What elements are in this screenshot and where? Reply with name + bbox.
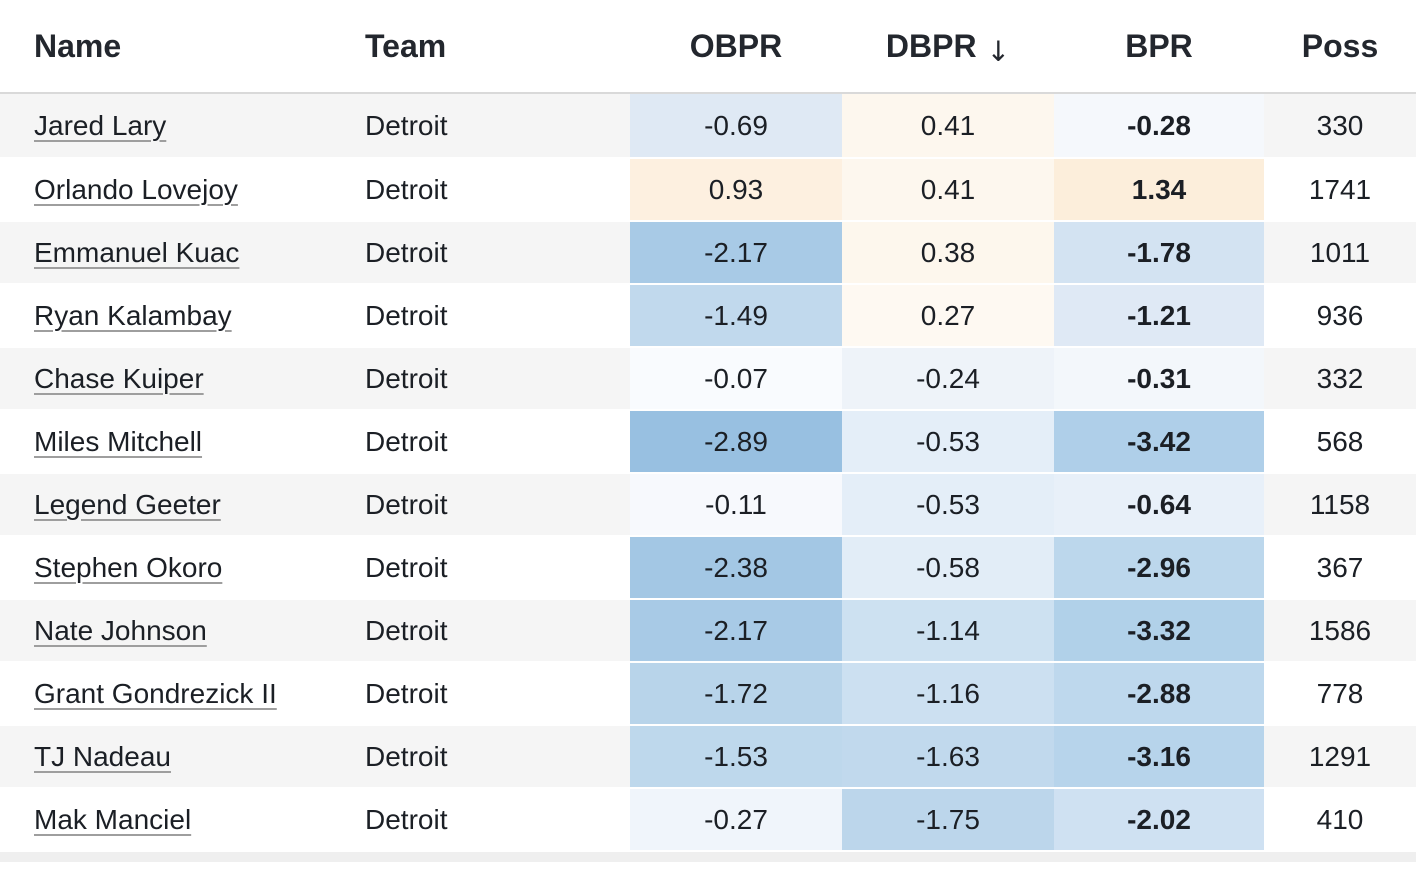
bpr-cell: -3.16 (1054, 724, 1264, 787)
obpr-cell: -0.69 (630, 94, 842, 157)
player-link[interactable]: Ryan Kalambay (34, 299, 232, 331)
bpr-cell: -0.31 (1054, 346, 1264, 409)
bpr-cell: -1.78 (1054, 220, 1264, 283)
poss-cell: 1291 (1264, 724, 1416, 787)
table-header: Name Team OBPR DBPR ↓ BPR Poss (0, 0, 1416, 94)
table-row: Chase Kuiper Detroit -0.07 -0.24 -0.31 3… (0, 346, 1416, 409)
poss-cell: 330 (1316, 109, 1364, 141)
bpr-cell: -2.02 (1054, 787, 1264, 850)
column-header-poss[interactable]: Poss (1264, 0, 1416, 94)
table-row: Stephen Okoro Detroit -2.38 -0.58 -2.96 … (0, 535, 1416, 598)
column-header-name[interactable]: Name (0, 0, 347, 94)
obpr-cell: -1.53 (630, 724, 842, 787)
dbpr-cell: 0.41 (842, 94, 1054, 157)
column-header-obpr[interactable]: OBPR (630, 0, 842, 94)
poss-cell: 936 (1264, 283, 1416, 346)
player-link[interactable]: Legend Geeter (34, 488, 221, 520)
bpr-cell: -3.32 (1054, 598, 1264, 661)
bpr-cell: -2.88 (1054, 661, 1264, 724)
next-row-partial (0, 852, 1416, 862)
poss-cell: 1011 (1264, 220, 1416, 283)
poss-cell: 1158 (1264, 472, 1416, 535)
column-header-dbpr[interactable]: DBPR ↓ (842, 0, 1054, 94)
dbpr-cell: 0.38 (842, 220, 1054, 283)
player-link[interactable]: Jared Lary (34, 109, 167, 141)
poss-cell: 410 (1264, 787, 1416, 850)
poss-cell: 568 (1264, 409, 1416, 472)
team-cell: Detroit (347, 283, 630, 346)
column-header-team[interactable]: Team (347, 0, 630, 94)
obpr-cell: -2.89 (630, 409, 842, 472)
players-table: Name Team OBPR DBPR ↓ BPR Poss Jared Lary… (0, 0, 1416, 850)
bpr-cell: -1.21 (1054, 283, 1264, 346)
dbpr-cell: -1.75 (842, 787, 1054, 850)
team-cell: Detroit (347, 598, 630, 661)
obpr-cell: -2.38 (630, 535, 842, 598)
team-cell: Detroit (347, 535, 630, 598)
player-link[interactable]: Nate Johnson (34, 614, 207, 646)
obpr-cell: -0.07 (630, 346, 842, 409)
column-header-dbpr-label: DBPR (885, 27, 977, 64)
poss-cell: 1586 (1264, 598, 1416, 661)
obpr-cell: -2.17 (630, 220, 842, 283)
player-link[interactable]: Grant Gondrezick II (34, 677, 277, 709)
table-row: Mak Manciel Detroit -0.27 -1.75 -2.02 41… (0, 787, 1416, 850)
obpr-cell: 0.93 (630, 157, 842, 220)
column-header-bpr[interactable]: BPR (1054, 0, 1264, 94)
player-link[interactable]: Mak Manciel (34, 803, 192, 835)
dbpr-cell: -1.16 (842, 661, 1054, 724)
team-cell: Detroit (347, 346, 630, 409)
table-row: Emmanuel Kuac Detroit -2.17 0.38 -1.78 1… (0, 220, 1416, 283)
dbpr-cell: 0.27 (842, 283, 1054, 346)
team-cell: Detroit (347, 787, 630, 850)
bpr-cell: 1.34 (1054, 157, 1264, 220)
team-cell: Detroit (365, 109, 448, 141)
player-link[interactable]: Emmanuel Kuac (34, 236, 240, 268)
bpr-cell: -0.64 (1054, 472, 1264, 535)
player-link[interactable]: Miles Mitchell (34, 425, 203, 457)
obpr-cell: -1.49 (630, 283, 842, 346)
bpr-cell: -2.96 (1054, 535, 1264, 598)
team-cell: Detroit (347, 220, 630, 283)
table-row: Jared Lary Detroit -0.69 0.41 -0.28 330 (0, 94, 1416, 157)
poss-cell: 778 (1264, 661, 1416, 724)
dbpr-cell: -0.58 (842, 535, 1054, 598)
poss-cell: 1741 (1264, 157, 1416, 220)
table-row: Miles Mitchell Detroit -2.89 -0.53 -3.42… (0, 409, 1416, 472)
team-cell: Detroit (347, 409, 630, 472)
poss-cell: 332 (1264, 346, 1416, 409)
team-cell: Detroit (347, 157, 630, 220)
obpr-cell: -1.72 (630, 661, 842, 724)
poss-cell: 367 (1264, 535, 1416, 598)
table-row: Ryan Kalambay Detroit -1.49 0.27 -1.21 9… (0, 283, 1416, 346)
dbpr-cell: -1.14 (842, 598, 1054, 661)
dbpr-cell: -1.63 (842, 724, 1054, 787)
player-link[interactable]: Orlando Lovejoy (34, 173, 238, 205)
team-cell: Detroit (347, 661, 630, 724)
player-link[interactable]: Stephen Okoro (34, 551, 223, 583)
bpr-cell: -3.42 (1054, 409, 1264, 472)
obpr-cell: -0.27 (630, 787, 842, 850)
obpr-cell: -2.17 (630, 598, 842, 661)
dbpr-cell: 0.41 (842, 157, 1054, 220)
team-cell: Detroit (347, 472, 630, 535)
table-row: Nate Johnson Detroit -2.17 -1.14 -3.32 1… (0, 598, 1416, 661)
table-body: Jared Lary Detroit -0.69 0.41 -0.28 330 … (0, 94, 1416, 850)
dbpr-cell: -0.53 (842, 409, 1054, 472)
dbpr-cell: -0.53 (842, 472, 1054, 535)
table-row: Grant Gondrezick II Detroit -1.72 -1.16 … (0, 661, 1416, 724)
table-row: Orlando Lovejoy Detroit 0.93 0.41 1.34 1… (0, 157, 1416, 220)
table-row: Legend Geeter Detroit -0.11 -0.53 -0.64 … (0, 472, 1416, 535)
obpr-cell: -0.11 (630, 472, 842, 535)
bpr-cell: -0.28 (1054, 94, 1264, 157)
sort-desc-arrow-icon: ↓ (986, 34, 1011, 68)
player-link[interactable]: Chase Kuiper (34, 362, 204, 394)
table-row: TJ Nadeau Detroit -1.53 -1.63 -3.16 1291 (0, 724, 1416, 787)
dbpr-cell: -0.24 (842, 346, 1054, 409)
team-cell: Detroit (347, 724, 630, 787)
player-link[interactable]: TJ Nadeau (34, 740, 171, 772)
